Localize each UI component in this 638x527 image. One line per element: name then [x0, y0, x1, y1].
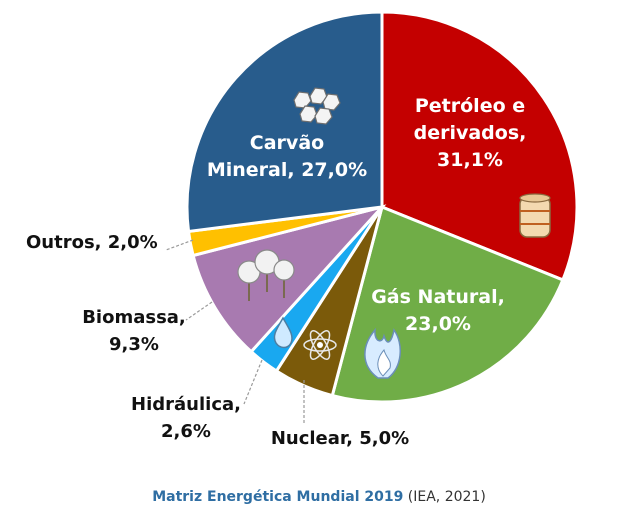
leader-lines — [165, 239, 305, 425]
slice-label-line: Nuclear, 5,0% — [271, 428, 409, 449]
slice-label-line: 2,6% — [161, 421, 211, 442]
slice-label-line: Outros, 2,0% — [26, 232, 158, 253]
coal-icon — [293, 87, 341, 125]
slice-label-petroleo: Petróleo e derivados, 31,1% — [414, 95, 527, 171]
slice-label-line: derivados, — [414, 122, 527, 144]
slice-label-line: Biomassa, — [82, 307, 186, 328]
water-drop-icon — [273, 316, 293, 349]
slice-label-line: Gás Natural, — [371, 286, 505, 308]
caption-source: (IEA, 2021) — [407, 489, 486, 505]
slice-label-line: 9,3% — [109, 334, 159, 355]
trees-icon — [237, 249, 295, 301]
pie-slice-carvao — [185, 10, 384, 234]
slice-icons — [237, 87, 551, 379]
slice-label-outros: Outros, 2,0% — [26, 232, 158, 253]
slice-label-line: 31,1% — [437, 149, 503, 171]
leader-line-hidraulica — [243, 359, 263, 405]
chart-caption: Matriz Energética Mundial 2019 (IEA, 202… — [0, 489, 638, 505]
slice-label-line: Hidráulica, — [131, 394, 241, 415]
slice-label-carvao: Carvão Mineral, 27,0% — [207, 132, 367, 181]
slice-label-nuclear: Nuclear, 5,0% — [271, 428, 409, 449]
oil-barrel-icon — [519, 193, 551, 238]
slice-label-line: 23,0% — [405, 313, 471, 335]
slice-label-line: Petróleo e — [415, 95, 525, 117]
slice-label-biomassa: Biomassa, 9,3% — [82, 307, 186, 355]
slice-label-gas: Gás Natural, 23,0% — [371, 286, 505, 335]
leader-line-biomassa — [185, 301, 213, 321]
slice-label-line: Mineral, 27,0% — [207, 159, 367, 181]
flame-icon — [364, 327, 401, 379]
slice-label-line: Carvão — [250, 132, 324, 154]
slice-label-hidraulica: Hidráulica, 2,6% — [131, 394, 241, 442]
slice-labels: Petróleo e derivados, 31,1% Gás Natural, 23,… — [26, 95, 526, 449]
caption-title: Matriz Energética Mundial 2019 — [152, 489, 404, 505]
atom-icon — [303, 330, 337, 360]
pie-slices — [185, 10, 579, 404]
